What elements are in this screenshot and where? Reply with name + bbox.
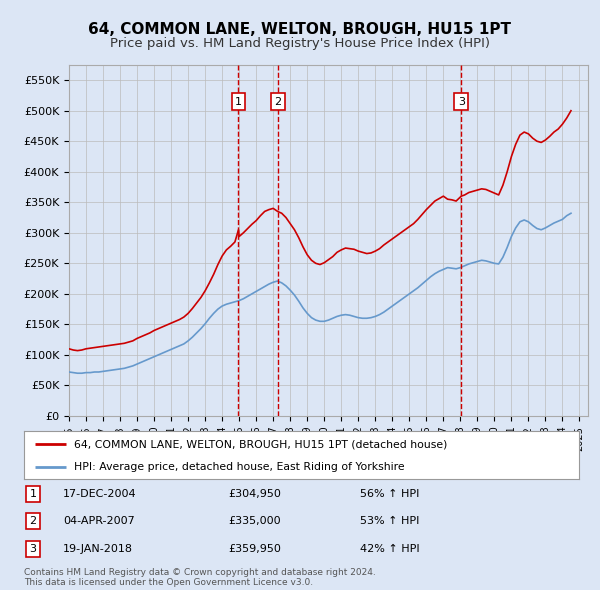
Text: Price paid vs. HM Land Registry's House Price Index (HPI): Price paid vs. HM Land Registry's House … xyxy=(110,37,490,50)
Text: Contains HM Land Registry data © Crown copyright and database right 2024.
This d: Contains HM Land Registry data © Crown c… xyxy=(24,568,376,587)
Text: 64, COMMON LANE, WELTON, BROUGH, HU15 1PT (detached house): 64, COMMON LANE, WELTON, BROUGH, HU15 1P… xyxy=(74,439,448,449)
Text: 53% ↑ HPI: 53% ↑ HPI xyxy=(360,516,419,526)
Text: 56% ↑ HPI: 56% ↑ HPI xyxy=(360,489,419,499)
Text: 2: 2 xyxy=(274,97,281,107)
Text: 42% ↑ HPI: 42% ↑ HPI xyxy=(360,544,419,553)
Text: £335,000: £335,000 xyxy=(228,516,281,526)
Text: £304,950: £304,950 xyxy=(228,489,281,499)
Text: 3: 3 xyxy=(29,544,37,553)
Text: 64, COMMON LANE, WELTON, BROUGH, HU15 1PT: 64, COMMON LANE, WELTON, BROUGH, HU15 1P… xyxy=(89,22,511,37)
Text: 2: 2 xyxy=(29,516,37,526)
Text: 3: 3 xyxy=(458,97,465,107)
Text: 04-APR-2007: 04-APR-2007 xyxy=(63,516,135,526)
Text: £359,950: £359,950 xyxy=(228,544,281,553)
Text: 1: 1 xyxy=(235,97,242,107)
Text: 17-DEC-2004: 17-DEC-2004 xyxy=(63,489,137,499)
Text: 1: 1 xyxy=(29,489,37,499)
Text: 19-JAN-2018: 19-JAN-2018 xyxy=(63,544,133,553)
Text: HPI: Average price, detached house, East Riding of Yorkshire: HPI: Average price, detached house, East… xyxy=(74,462,404,472)
